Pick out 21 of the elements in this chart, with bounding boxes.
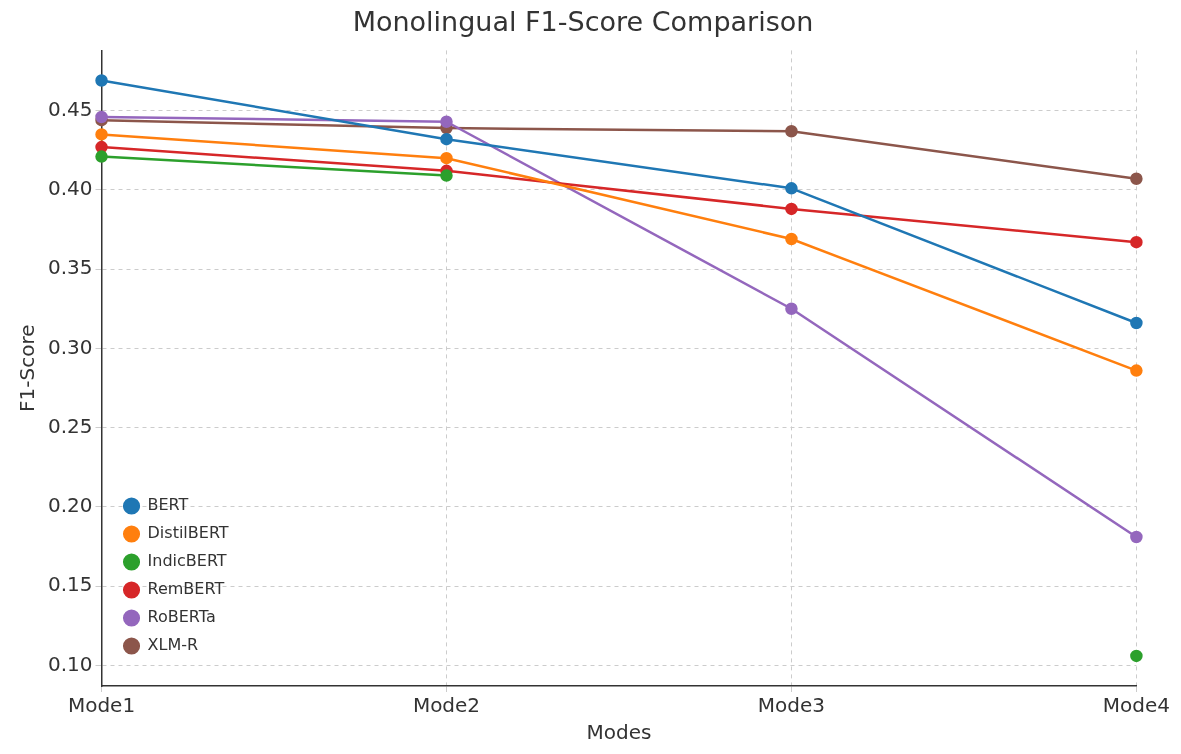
x-tick-label: Mode4 — [1102, 693, 1170, 718]
y-tick-label: 0.35 — [48, 255, 93, 280]
y-tick-label: 0.45 — [48, 96, 93, 121]
x-tick-label: Mode1 — [67, 693, 136, 718]
chart-title: Monolingual F1-Score Comparison — [352, 6, 814, 38]
legend-label: XLM-R — [147, 635, 199, 655]
legend-label: IndicBERT — [147, 551, 227, 571]
y-axis-title: F1-Score — [15, 324, 40, 412]
y-tick-label: 0.30 — [48, 334, 93, 359]
legend-label: BERT — [147, 495, 189, 515]
y-tick-label: 0.25 — [48, 413, 93, 438]
x-tick-label: Mode2 — [412, 693, 481, 718]
x-tick-label: Mode3 — [757, 693, 826, 718]
y-tick-label: 0.20 — [48, 493, 93, 518]
x-axis-title: Modes — [586, 720, 652, 745]
y-tick-label: 0.10 — [48, 651, 93, 676]
y-tick-label: 0.40 — [48, 176, 93, 201]
legend-label: RemBERT — [147, 579, 225, 599]
y-tick-label: 0.15 — [48, 572, 93, 597]
legend-label: RoBERTa — [147, 607, 216, 627]
legend-label: DistilBERT — [147, 523, 229, 543]
